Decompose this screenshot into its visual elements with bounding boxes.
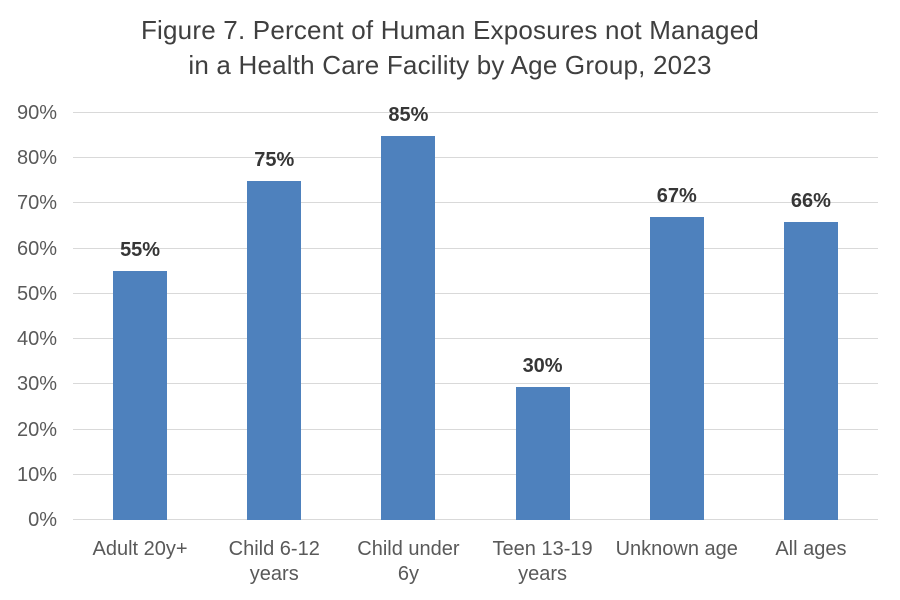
- bar-value-label: 85%: [388, 103, 429, 126]
- bar: [381, 135, 436, 520]
- x-category-label: All ages: [775, 538, 847, 560]
- bar: [515, 386, 570, 520]
- y-tick-label: 20%: [16, 418, 57, 441]
- gridline: [73, 383, 878, 385]
- y-tick-label: 90%: [16, 102, 57, 124]
- y-tick-label: 30%: [16, 373, 57, 396]
- bar-value-label: 30%: [522, 354, 563, 377]
- y-tick-label: 40%: [16, 328, 57, 351]
- x-axis-line: [73, 519, 878, 520]
- x-category-label: Adult 20y+: [92, 538, 188, 560]
- x-category-label: Child 6-12 years: [228, 538, 320, 585]
- gridline: [73, 112, 878, 113]
- bar-value-label: 75%: [254, 148, 295, 171]
- y-tick-label: 50%: [16, 282, 57, 305]
- gridline: [73, 428, 878, 430]
- bar-value-label: 67%: [656, 185, 697, 208]
- chart-title-line-2: in a Health Care Facility by Age Group, …: [188, 50, 712, 80]
- gridline: [73, 473, 878, 475]
- bar-value-label: 66%: [790, 189, 831, 212]
- gridline: [73, 338, 878, 340]
- bar: [113, 271, 168, 520]
- gridline: [73, 292, 878, 294]
- x-category-label: Child under 6y: [357, 538, 460, 585]
- plot-area: 55% 75% 85% 30% 67% 66%: [73, 104, 878, 520]
- bar: [649, 217, 704, 520]
- gridline: [73, 247, 878, 249]
- chart-title: Figure 7. Percent of Human Exposures not…: [0, 13, 900, 83]
- bar: [783, 221, 838, 520]
- y-tick-label: 60%: [16, 237, 57, 260]
- bar-value-label: 55%: [120, 239, 161, 262]
- chart-title-line-1: Figure 7. Percent of Human Exposures not…: [140, 15, 760, 45]
- x-category-label: Unknown age: [615, 538, 738, 560]
- y-tick-label: 80%: [16, 147, 57, 170]
- x-category-label: Teen 13-19 years: [492, 538, 593, 585]
- y-tick-label: 0%: [28, 509, 57, 531]
- y-tick-label: 10%: [16, 463, 57, 486]
- bar: [247, 180, 302, 520]
- gridline: [73, 157, 878, 159]
- y-tick-label: 70%: [16, 192, 57, 215]
- gridline: [73, 202, 878, 204]
